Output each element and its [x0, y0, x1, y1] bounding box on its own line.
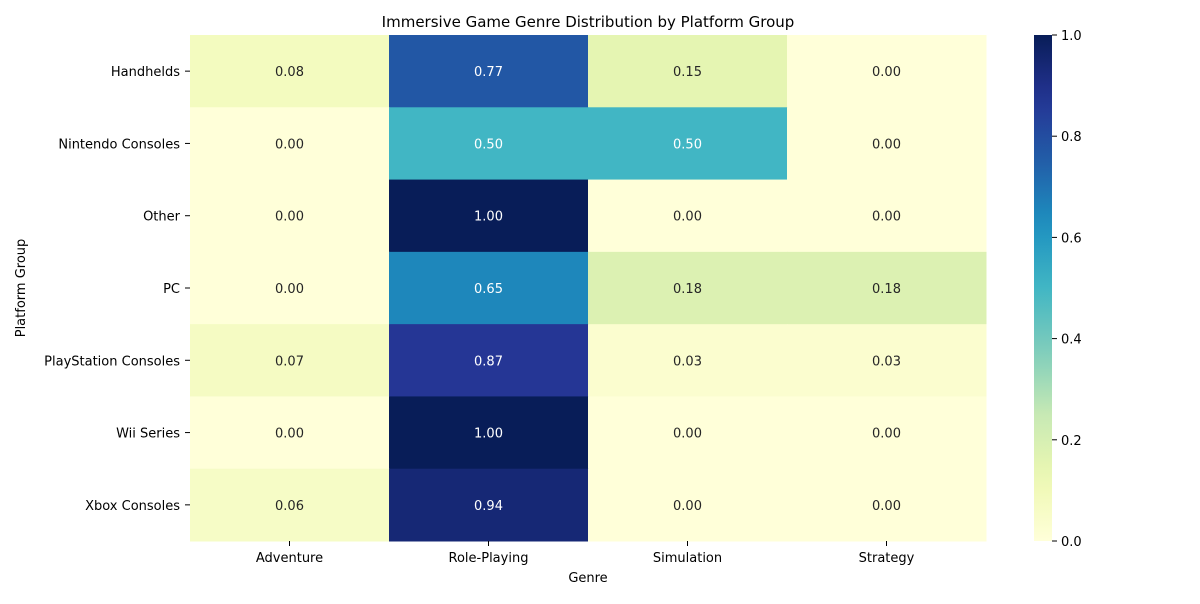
y-tick-label: Xbox Consoles	[85, 499, 180, 514]
heatmap-cell	[588, 251, 788, 325]
y-tick-label: Nintendo Consoles	[58, 137, 180, 152]
cell-annotations: 0.08 0.77 0.15 0.00 0.00 0.50 0.50 0.00 0.00 1.00…	[275, 65, 901, 514]
heatmap-cell	[389, 107, 589, 181]
x-tick-label: Role-Playing	[449, 551, 529, 566]
heatmap-cell	[787, 179, 987, 253]
y-tick-label: PlayStation Consoles	[44, 354, 180, 369]
heatmap-cell	[588, 396, 788, 470]
y-axis-label: Platform Group	[14, 239, 29, 338]
cell-value-label: 1.00	[474, 427, 503, 442]
cell-value-label: 0.15	[673, 65, 702, 80]
y-tick-label: Wii Series	[116, 427, 180, 442]
cell-value-label: 0.00	[275, 282, 304, 297]
heatmap-cell	[588, 468, 788, 542]
y-axis: Handhelds Nintendo Consoles Other PC PlaySta…	[44, 65, 190, 514]
y-tick-label: Handhelds	[111, 65, 180, 80]
heatmap-cell	[190, 324, 390, 397]
colorbar-tick-label: 0.2	[1061, 434, 1082, 449]
cell-value-label: 0.18	[673, 282, 702, 297]
heatmap-cell	[190, 107, 390, 181]
cell-value-label: 0.77	[474, 65, 503, 80]
x-tick-label: Simulation	[653, 551, 722, 566]
heatmap-cell	[190, 35, 390, 108]
heatmap-cell	[787, 468, 987, 542]
x-axis-label: Genre	[568, 571, 607, 586]
heatmap-cell	[787, 35, 987, 108]
cell-value-label: 0.00	[872, 137, 901, 152]
cell-value-label: 0.06	[275, 499, 304, 514]
cell-value-label: 0.03	[673, 354, 702, 369]
cell-value-label: 0.00	[872, 499, 901, 514]
heatmap-cell	[787, 107, 987, 181]
colorbar-tick-label: 0.0	[1061, 535, 1082, 550]
cell-value-label: 0.03	[872, 354, 901, 369]
heatmap-cell	[787, 324, 987, 397]
cell-value-label: 0.00	[673, 427, 702, 442]
cell-value-label: 0.87	[474, 354, 503, 369]
x-axis: Adventure Role-Playing Simulation Strategy	[256, 541, 915, 566]
cell-value-label: 0.00	[673, 210, 702, 225]
chart-title: Immersive Game Genre Distribution by Pla…	[382, 13, 795, 31]
heatmap-cell	[190, 179, 390, 253]
colorbar: 0.0 0.2 0.4 0.6 0.8 1.0	[1034, 29, 1082, 550]
heatmap-cell	[588, 324, 788, 397]
heatmap-cell	[588, 107, 788, 181]
heatmap-cell	[588, 179, 788, 253]
cell-value-label: 0.00	[275, 427, 304, 442]
cell-value-label: 0.00	[872, 427, 901, 442]
cell-value-label: 0.50	[673, 137, 702, 152]
heatmap-cell	[190, 468, 390, 542]
colorbar-tick-label: 0.6	[1061, 231, 1082, 246]
cell-value-label: 0.00	[275, 137, 304, 152]
cell-value-label: 0.94	[474, 499, 503, 514]
cell-value-label: 0.00	[275, 210, 304, 225]
heatmap-cell	[190, 396, 390, 470]
heatmap-cell	[787, 396, 987, 470]
cell-value-label: 0.07	[275, 354, 304, 369]
y-tick-label: PC	[163, 282, 180, 297]
cell-value-label: 0.50	[474, 137, 503, 152]
colorbar-tick-label: 0.4	[1061, 333, 1082, 348]
heatmap-cell	[389, 324, 589, 397]
y-tick-label: Other	[143, 210, 181, 225]
heatmap-cell	[787, 251, 987, 325]
cell-value-label: 0.65	[474, 282, 503, 297]
heatmap-cell	[190, 251, 390, 325]
heatmap-cell	[389, 251, 589, 325]
heatmap-cell	[389, 179, 589, 253]
colorbar-gradient	[1034, 35, 1052, 541]
cell-value-label: 0.18	[872, 282, 901, 297]
x-tick-label: Adventure	[256, 551, 323, 566]
colorbar-tick-label: 1.0	[1061, 29, 1082, 44]
heatmap-cell	[389, 468, 589, 542]
cell-value-label: 1.00	[474, 210, 503, 225]
cell-value-label: 0.00	[872, 65, 901, 80]
heatmap-cell	[389, 396, 589, 470]
heatmap-cell	[588, 35, 788, 108]
cell-value-label: 0.00	[673, 499, 702, 514]
cell-value-label: 0.08	[275, 65, 304, 80]
colorbar-tick-label: 0.8	[1061, 130, 1082, 145]
heatmap-cell	[389, 35, 589, 108]
x-tick-label: Strategy	[859, 551, 915, 566]
cell-value-label: 0.00	[872, 210, 901, 225]
heatmap-cells	[190, 35, 987, 542]
